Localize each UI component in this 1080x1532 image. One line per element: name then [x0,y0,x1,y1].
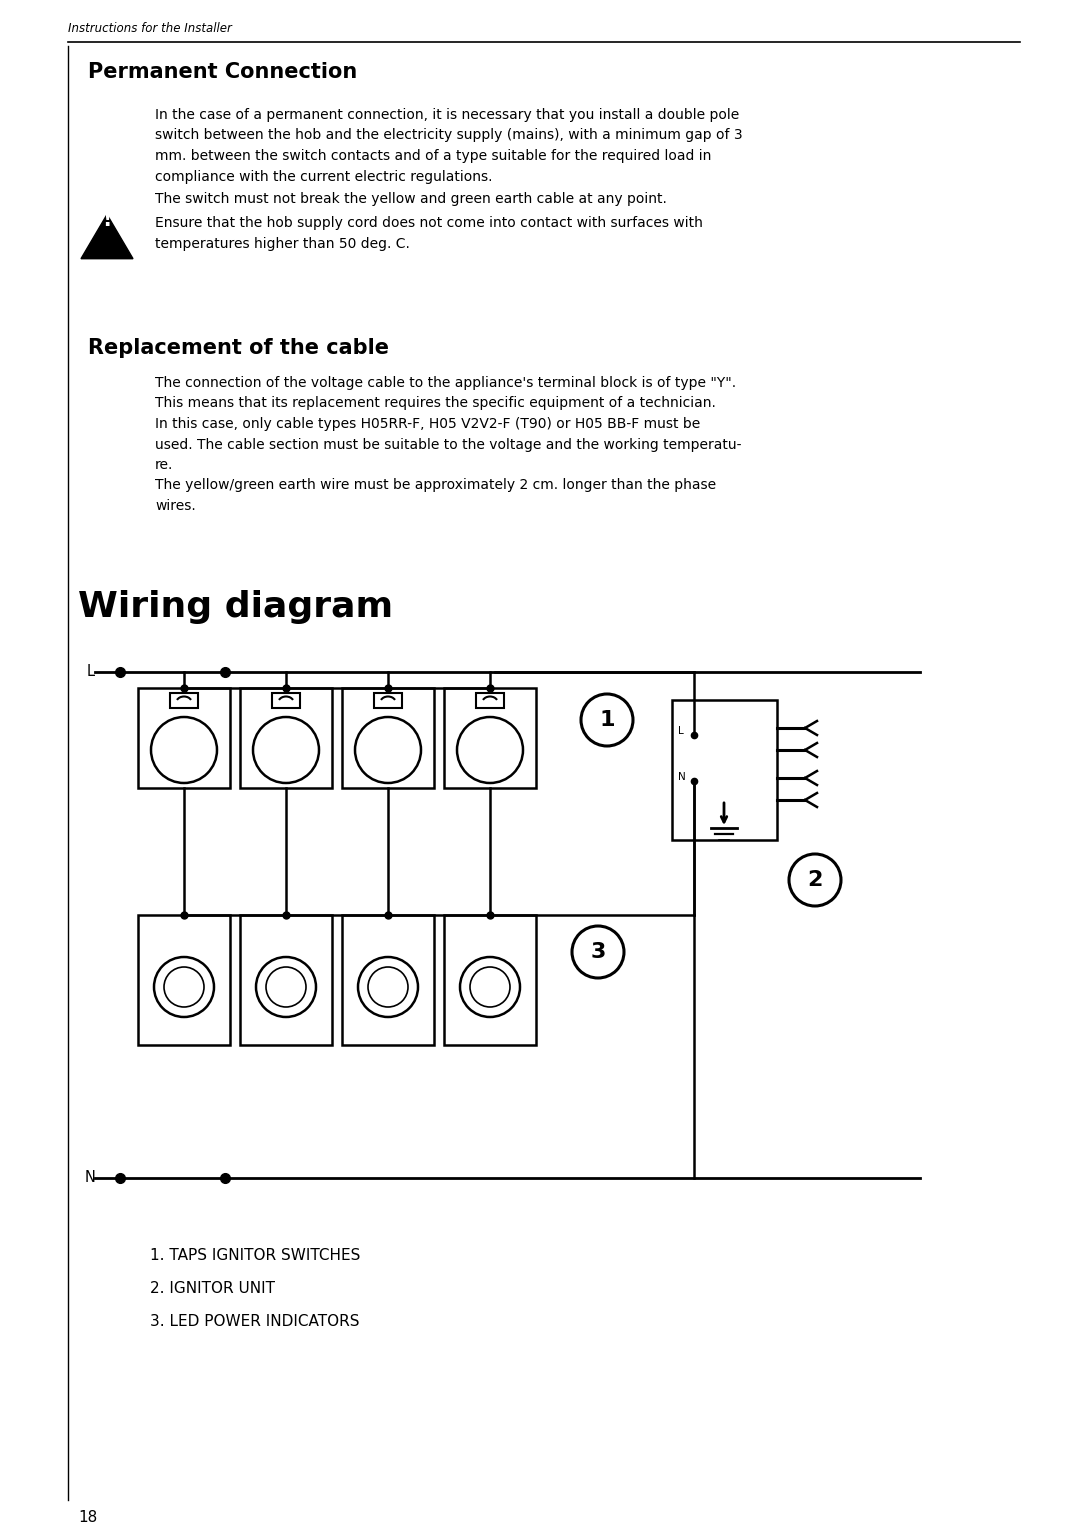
Text: used. The cable section must be suitable to the voltage and the working temperat: used. The cable section must be suitable… [156,438,742,452]
Circle shape [789,853,841,905]
Text: This means that its replacement requires the specific equipment of a technician.: This means that its replacement requires… [156,397,716,411]
Text: Ensure that the hob supply cord does not come into contact with surfaces with: Ensure that the hob supply cord does not… [156,216,703,230]
Bar [444,688,536,787]
Circle shape [572,925,624,977]
Text: Replacement of the cable: Replacement of the cable [87,339,389,358]
Text: N: N [678,772,686,781]
Text: In the case of a permanent connection, it is necessary that you install a double: In the case of a permanent connection, i… [156,107,739,123]
Text: 2: 2 [808,870,823,890]
Circle shape [355,717,421,783]
Circle shape [368,967,408,1007]
Text: L: L [678,726,684,735]
Text: In this case, only cable types H05RR-F, H05 V2V2-F (T90) or H05 BB-F must be: In this case, only cable types H05RR-F, … [156,417,700,430]
Text: L: L [87,665,95,680]
Text: The connection of the voltage cable to the appliance's terminal block is of type: The connection of the voltage cable to t… [156,375,737,391]
Circle shape [256,958,316,1017]
Circle shape [470,967,510,1007]
Text: !: ! [103,210,111,230]
Circle shape [154,958,214,1017]
Text: 1: 1 [599,709,615,731]
Text: 2. IGNITOR UNIT: 2. IGNITOR UNIT [150,1281,275,1296]
Text: Wiring diagram: Wiring diagram [78,590,393,624]
Text: switch between the hob and the electricity supply (mains), with a minimum gap of: switch between the hob and the electrici… [156,129,743,142]
Text: Permanent Connection: Permanent Connection [87,61,357,83]
Bar [476,692,504,708]
Circle shape [457,717,523,783]
Text: The switch must not break the yellow and green earth cable at any point.: The switch must not break the yellow and… [156,192,666,205]
Text: 1. TAPS IGNITOR SWITCHES: 1. TAPS IGNITOR SWITCHES [150,1249,361,1262]
Text: The yellow/green earth wire must be approximately 2 cm. longer than the phase: The yellow/green earth wire must be appr… [156,478,716,492]
Circle shape [164,967,204,1007]
Bar [374,692,402,708]
Circle shape [266,967,306,1007]
Circle shape [151,717,217,783]
Bar [170,692,198,708]
Text: mm. between the switch contacts and of a type suitable for the required load in: mm. between the switch contacts and of a… [156,149,712,162]
Bar [342,688,434,787]
Text: 3. LED POWER INDICATORS: 3. LED POWER INDICATORS [150,1314,360,1328]
Circle shape [460,958,519,1017]
Bar [240,915,332,1045]
Text: compliance with the current electric regulations.: compliance with the current electric reg… [156,170,492,184]
Bar [444,915,536,1045]
Bar [272,692,300,708]
Text: N: N [84,1170,95,1186]
Circle shape [357,958,418,1017]
Text: temperatures higher than 50 deg. C.: temperatures higher than 50 deg. C. [156,237,410,251]
Text: Instructions for the Installer: Instructions for the Installer [68,21,232,35]
Text: re.: re. [156,458,174,472]
Bar [672,700,777,840]
Bar [138,688,230,787]
Bar [342,915,434,1045]
Bar [138,915,230,1045]
Circle shape [253,717,319,783]
Bar [240,688,332,787]
Polygon shape [81,214,133,259]
Circle shape [581,694,633,746]
Text: wires.: wires. [156,499,195,513]
Text: 3: 3 [591,942,606,962]
Text: 18: 18 [78,1511,97,1524]
